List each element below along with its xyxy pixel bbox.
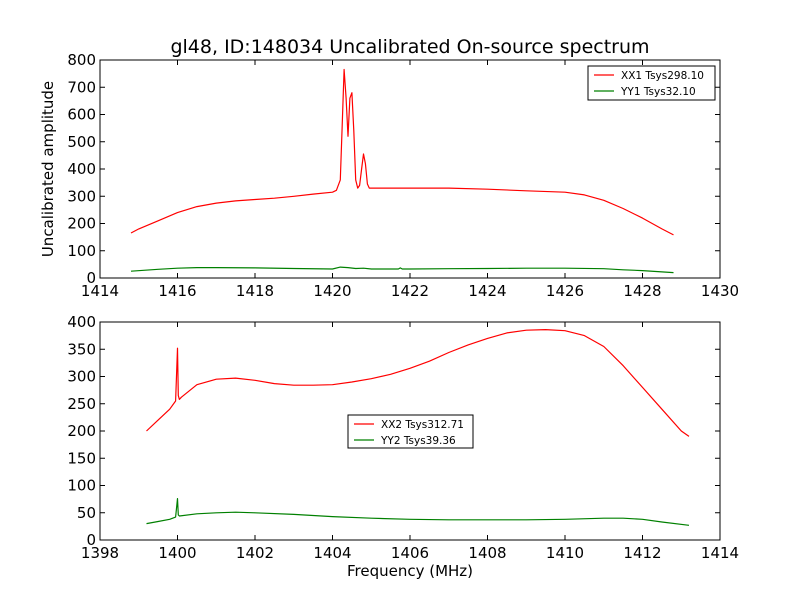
top-plot: 1414 1416 1418 1420 1422 1424 1426 1428 1430 0 100… bbox=[67, 51, 739, 300]
y-tick-label: 0 bbox=[86, 269, 96, 287]
legend-entry: XX2 Tsys312.71 bbox=[381, 419, 464, 431]
x-tick-label: 1414 bbox=[81, 282, 119, 300]
series-line-red bbox=[130, 68, 674, 236]
series-line-green bbox=[130, 266, 674, 274]
y-tick-label: 50 bbox=[77, 504, 96, 522]
x-tick-label: 1412 bbox=[623, 544, 661, 562]
y-tick-label: 300 bbox=[67, 368, 96, 386]
y-tick-label: 300 bbox=[67, 187, 96, 205]
x-tick-label: 1424 bbox=[468, 282, 506, 300]
x-tick-label: 1404 bbox=[313, 544, 351, 562]
legend-box bbox=[347, 414, 474, 449]
x-tick-label: 1410 bbox=[546, 544, 584, 562]
y-tick-label: 500 bbox=[67, 133, 96, 151]
y-tick-label: 200 bbox=[67, 215, 96, 233]
series-line-red bbox=[146, 329, 690, 437]
legend: XX2 Tsys312.71 YY2 Tsys39.36 bbox=[347, 414, 474, 449]
y-axis-label: Uncalibrated amplitude bbox=[39, 81, 57, 257]
y-tick-label: 600 bbox=[67, 106, 96, 124]
y-tick-label: 200 bbox=[67, 422, 96, 440]
y-tick-label: 0 bbox=[86, 531, 96, 549]
x-tick-label: 1430 bbox=[701, 282, 739, 300]
y-tick-label: 100 bbox=[67, 242, 96, 260]
series-line-green bbox=[146, 498, 690, 526]
x-tick-label: 1400 bbox=[158, 544, 196, 562]
x-tick-label: 1416 bbox=[158, 282, 196, 300]
y-tick-label: 800 bbox=[67, 51, 96, 69]
x-tick-label: 1428 bbox=[623, 282, 661, 300]
x-tick-label: 1426 bbox=[546, 282, 584, 300]
x-tick-label: 1414 bbox=[701, 544, 739, 562]
y-tick-label: 400 bbox=[67, 160, 96, 178]
x-tick-label: 1402 bbox=[236, 544, 274, 562]
y-tick-label: 250 bbox=[67, 395, 96, 413]
x-axis-label: Frequency (MHz) bbox=[347, 562, 473, 580]
legend-entry: YY1 Tsys32.10 bbox=[620, 86, 696, 98]
y-tick-label: 700 bbox=[67, 78, 96, 96]
chart-title: gl48, ID:148034 Uncalibrated On-source s… bbox=[170, 36, 649, 58]
bottom-plot: 1398 1400 1402 1404 1406 1408 1410 1412 1414 0 50 1… bbox=[67, 313, 739, 562]
x-tick-label: 1422 bbox=[391, 282, 429, 300]
x-tick-label: 1398 bbox=[81, 544, 119, 562]
x-tick-label: 1408 bbox=[468, 544, 506, 562]
legend-entry: XX1 Tsys298.10 bbox=[621, 70, 704, 82]
legend-box bbox=[587, 65, 716, 101]
x-tick-label: 1420 bbox=[313, 282, 351, 300]
x-tick-label: 1418 bbox=[236, 282, 274, 300]
y-tick-label: 150 bbox=[67, 449, 96, 467]
y-tick-label: 400 bbox=[67, 313, 96, 331]
legend-entry: YY2 Tsys39.36 bbox=[380, 435, 456, 447]
y-tick-label: 100 bbox=[67, 477, 96, 495]
x-tick-label: 1406 bbox=[391, 544, 429, 562]
legend: XX1 Tsys298.10 YY1 Tsys32.10 bbox=[587, 65, 716, 101]
y-tick-label: 350 bbox=[67, 340, 96, 358]
